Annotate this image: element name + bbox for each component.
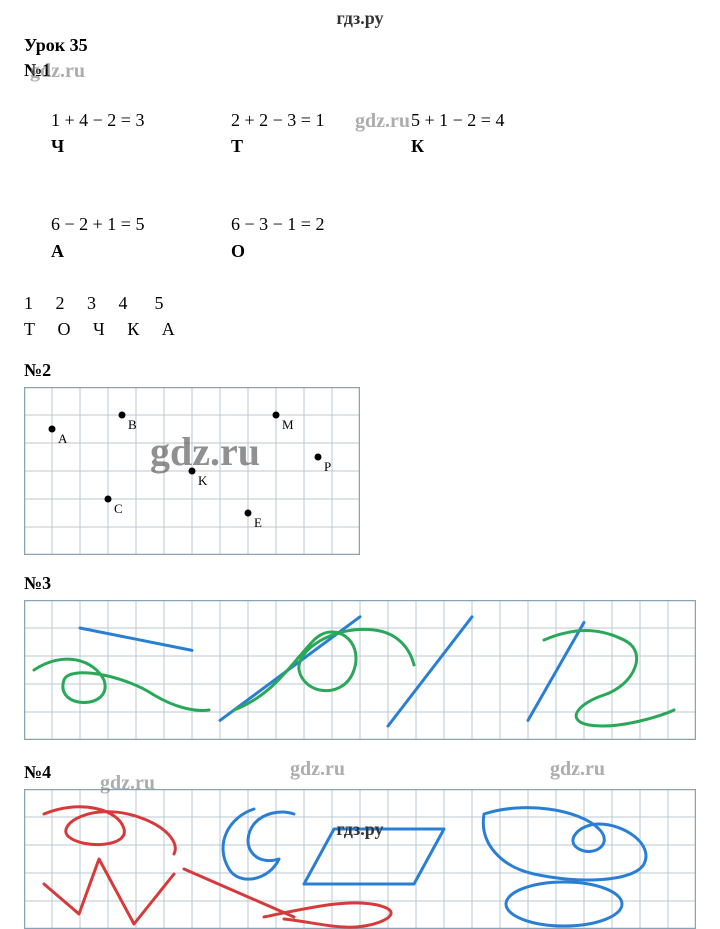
- eq-letter: Ч: [51, 136, 64, 156]
- eq-letter: А: [51, 241, 64, 261]
- svg-text:A: A: [58, 431, 68, 446]
- eq-letter: О: [231, 241, 245, 261]
- svg-text:E: E: [254, 515, 262, 530]
- svg-text:M: M: [282, 417, 294, 432]
- ex3-grid: [24, 600, 696, 740]
- site-header: гдз.ру: [0, 0, 720, 29]
- svg-text:P: P: [324, 459, 331, 474]
- ex2-number: №2: [24, 360, 696, 381]
- eq-text: 6 − 3 − 1 = 2: [231, 214, 324, 234]
- eq-text: 6 − 2 + 1 = 5: [51, 214, 144, 234]
- watermark: gdz.ru: [290, 758, 345, 781]
- eq-text: 1 + 4 − 2 = 3: [51, 110, 144, 130]
- svg-text:B: B: [128, 417, 137, 432]
- svg-text:K: K: [198, 473, 208, 488]
- eq-letter: К: [411, 136, 424, 156]
- ex4-grid: [24, 789, 696, 929]
- site-footer: гдз.ру: [0, 819, 720, 840]
- lesson-title: Урок 35: [24, 35, 696, 56]
- ex1-row1: 1 + 4 − 2 = 3 Ч 2 + 2 − 3 = 1 Т 5 + 1 − …: [24, 81, 696, 185]
- watermark-large: gdz.ru: [150, 428, 260, 475]
- ex1-number: №1: [24, 60, 696, 81]
- ex1-numbers-row: 1 2 3 4 5: [24, 290, 696, 316]
- watermark: gdz.ru: [550, 758, 605, 781]
- watermark: gdz.ru: [30, 60, 85, 83]
- eq-letter: Т: [231, 136, 243, 156]
- eq-text: 2 + 2 − 3 = 1: [231, 110, 324, 130]
- ex1-letters-row: Т О Ч К А: [24, 316, 696, 342]
- ex3-number: №3: [24, 573, 696, 594]
- eq-text: 5 + 1 − 2 = 4: [411, 110, 504, 130]
- watermark: gdz.ru: [100, 772, 155, 795]
- watermark: gdz.ru: [355, 110, 410, 133]
- svg-text:C: C: [114, 501, 123, 516]
- ex1-row2: 6 − 2 + 1 = 5 А 6 − 3 − 1 = 2 О: [24, 185, 696, 289]
